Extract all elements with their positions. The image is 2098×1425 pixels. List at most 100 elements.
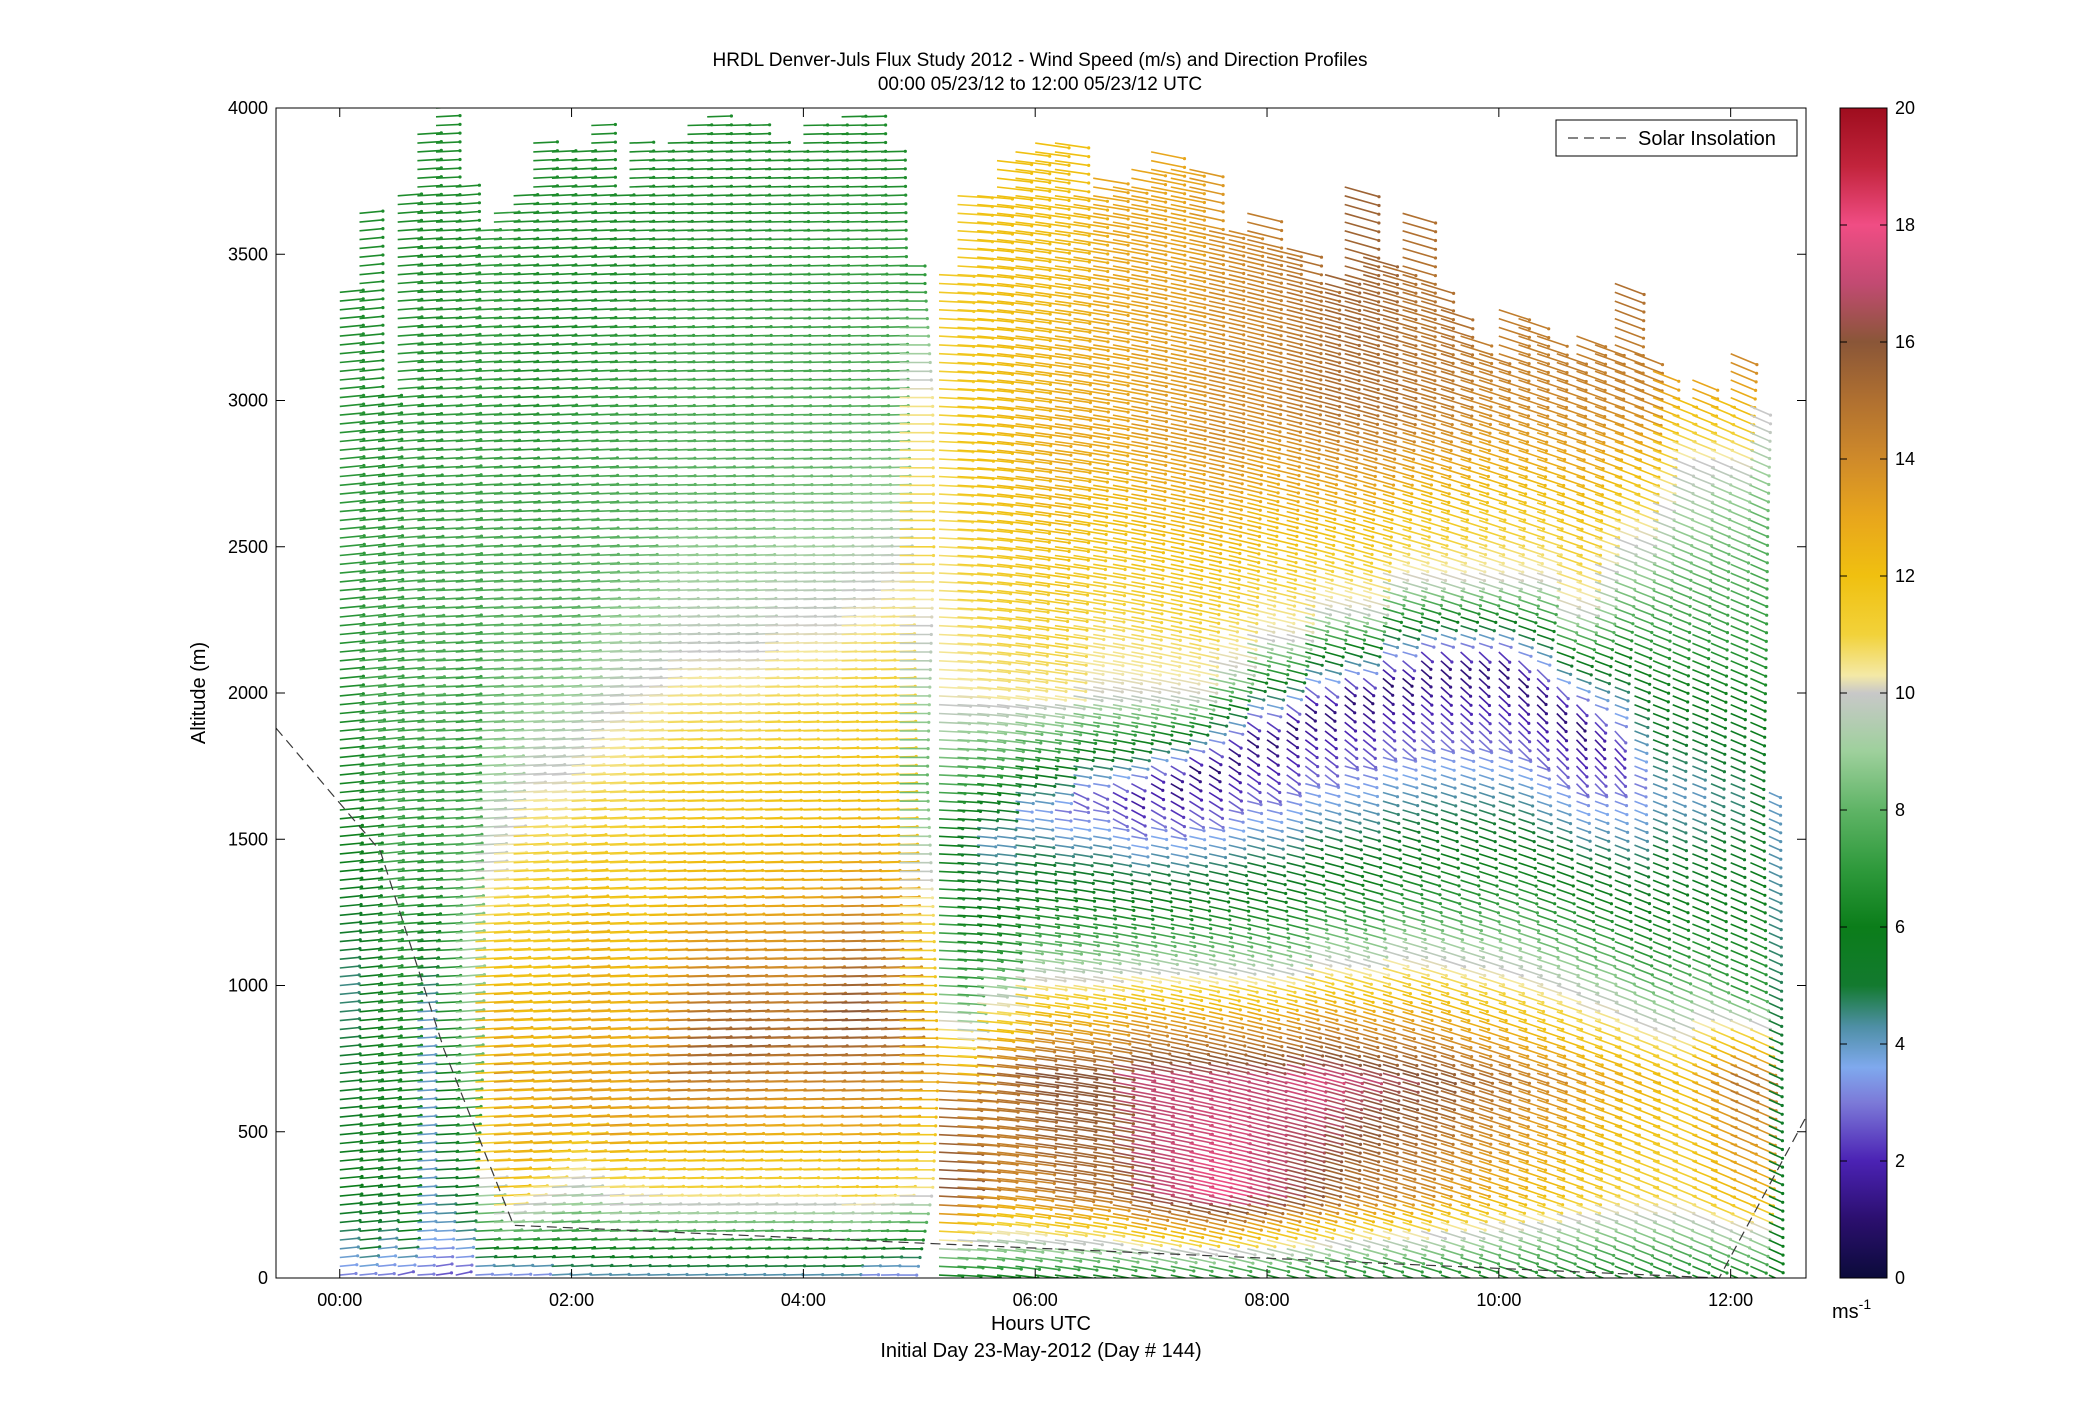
wind-barb [339, 930, 361, 934]
wind-barb [359, 675, 385, 680]
wind-barb [397, 789, 423, 794]
wind-barb-head [401, 876, 405, 880]
wind-barb [339, 377, 364, 381]
wind-barb-head [399, 402, 404, 406]
wind-barb [359, 1263, 378, 1268]
wind-barb [435, 1211, 456, 1215]
wind-barb-head [400, 525, 404, 529]
wind-barb-head [359, 1210, 363, 1214]
wind-barb [435, 1132, 459, 1136]
wind-barb [359, 1131, 383, 1136]
wind-barb [417, 693, 445, 697]
wind-barb-head [458, 122, 462, 126]
wind-barb [359, 798, 384, 802]
wind-barb-head [378, 1236, 382, 1240]
wind-barb-field [339, 108, 1785, 1278]
wind-barb [397, 482, 424, 487]
wind-barb [359, 868, 382, 873]
wind-barb-head [401, 648, 405, 652]
wind-barb [417, 895, 442, 899]
wind-barb-head [382, 551, 386, 555]
wind-barb [377, 447, 402, 451]
wind-barb [377, 1123, 401, 1127]
wind-barb-head [361, 744, 365, 749]
wind-barb-head [380, 1166, 384, 1170]
wind-barb [417, 1167, 436, 1171]
wind-barb [397, 307, 422, 311]
wind-barb-head [361, 753, 365, 757]
wind-barb [339, 447, 364, 451]
wind-barb [591, 141, 616, 144]
wind-barb [339, 517, 365, 522]
wind-barb-head [411, 1270, 415, 1274]
wind-barb [397, 1176, 421, 1180]
wind-barb [359, 245, 383, 250]
wind-barb [417, 921, 441, 925]
wind-barb-head [362, 578, 366, 582]
wind-barb [417, 816, 443, 820]
wind-barb [397, 377, 423, 381]
wind-barb [397, 1149, 421, 1153]
wind-barb-head [613, 140, 618, 144]
wind-barb-head [458, 131, 462, 135]
wind-barb [359, 991, 382, 996]
wind-barb [397, 587, 424, 592]
wind-barb-head [381, 806, 385, 810]
wind-barb-head [361, 288, 365, 292]
wind-barb [359, 1122, 383, 1127]
wind-barb-head [382, 771, 386, 775]
wind-barb [339, 359, 364, 364]
wind-barb [417, 1080, 436, 1083]
wind-barb-head [398, 1104, 402, 1108]
wind-barb-head [401, 902, 405, 906]
wind-barb [377, 473, 403, 478]
wind-barb-head [400, 463, 404, 468]
wind-barb-head [362, 446, 366, 450]
wind-barb-head [380, 867, 384, 871]
wind-barb [435, 1159, 458, 1162]
wind-barb [339, 306, 364, 311]
wind-barb [397, 666, 424, 671]
wind-barb [377, 824, 404, 829]
wind-barb [417, 781, 444, 785]
wind-barb [339, 842, 363, 846]
wind-barb [397, 544, 424, 548]
wind-barb [397, 675, 424, 680]
wind-barb-head [458, 149, 462, 153]
wind-barb [397, 1270, 414, 1276]
wind-barb-head [399, 1043, 403, 1047]
wind-barb [417, 632, 444, 636]
wind-barb [359, 341, 383, 346]
wind-barb [359, 780, 384, 785]
wind-barb [339, 578, 365, 583]
wind-barb-head [471, 1245, 476, 1249]
wind-barb-head [458, 140, 462, 144]
wind-barb-head [400, 964, 404, 968]
wind-barb [377, 684, 404, 688]
wind-barb [397, 1184, 421, 1189]
wind-barb [359, 938, 382, 943]
wind-barb-head [361, 771, 365, 775]
wind-barb [359, 807, 383, 811]
wind-barb [377, 552, 403, 557]
wind-barb-head [358, 929, 362, 933]
wind-barb-head [401, 586, 405, 590]
wind-barb [339, 886, 362, 890]
wind-barb-head [359, 911, 363, 915]
wind-barb [339, 736, 364, 741]
wind-barb [417, 1132, 436, 1136]
wind-barb-head [361, 323, 365, 327]
wind-barb-head [555, 140, 560, 144]
wind-barb-head [401, 718, 405, 722]
wind-barb [339, 1175, 363, 1180]
wind-barb [359, 289, 383, 294]
wind-barb [339, 640, 364, 645]
wind-barb [397, 816, 423, 820]
wind-barb-head [357, 1008, 361, 1012]
wind-barb-head [401, 683, 405, 687]
wind-barb [377, 1131, 400, 1136]
wind-barb [397, 500, 424, 504]
wind-barb [359, 526, 384, 530]
wind-barb [359, 930, 381, 934]
wind-barb [359, 965, 382, 969]
